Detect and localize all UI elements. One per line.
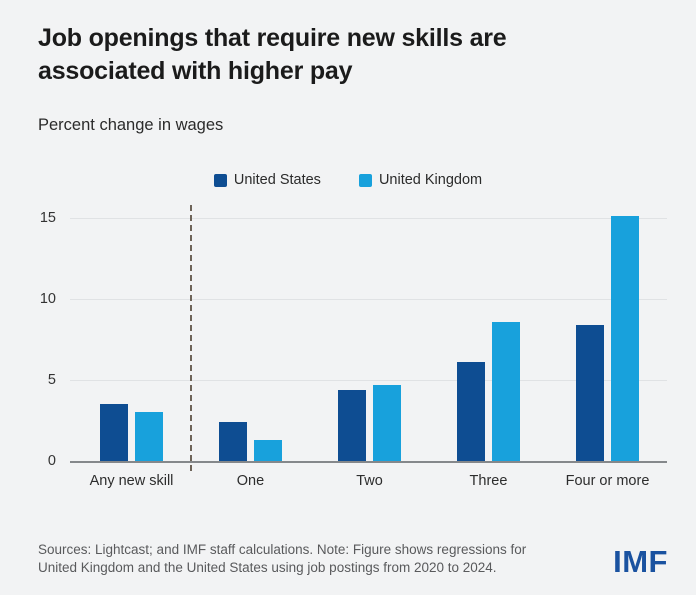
bar-united-kingdom-three [492, 321, 520, 461]
x-axis-line [70, 461, 667, 463]
legend-swatch-united-states [213, 173, 227, 187]
x-axis-label-any-new-skill: Any new skill [89, 473, 174, 489]
plot-area: 0 5 10 15 Any new skill One Two Three Four or mo… [0, 200, 696, 500]
x-axis-label-one: One [236, 473, 265, 489]
x-axis-label-two: Two [356, 473, 383, 489]
legend-label-united-kingdom: United Kingdom [378, 172, 483, 188]
y-axis-tick-15: 15 [39, 210, 56, 226]
x-axis-label-four-or-more: Four or more [565, 473, 650, 489]
bar-united-kingdom-two [373, 384, 401, 461]
gridline-5 [70, 380, 667, 381]
legend-label-united-states: United States [233, 172, 321, 188]
bar-united-kingdom-four-or-more [611, 216, 639, 461]
category-separator-dashed-line [190, 205, 192, 471]
bar-united-kingdom-any-new-skill [135, 412, 163, 461]
y-axis-tick-5: 5 [47, 372, 56, 388]
bar-united-states-one [219, 422, 247, 461]
legend: United States United Kingdom [0, 172, 696, 188]
gridline-15 [70, 218, 667, 219]
bar-united-states-any-new-skill [100, 404, 128, 461]
y-axis-tick-0: 0 [47, 453, 56, 469]
bar-united-kingdom-one [254, 439, 282, 461]
gridline-10 [70, 299, 667, 300]
bar-united-states-three [457, 362, 485, 461]
y-axis-tick-10: 10 [39, 291, 56, 307]
source-note-line2: United Kingdom and the United States usi… [38, 559, 497, 575]
bar-united-states-four-or-more [576, 324, 604, 461]
source-note: Sources: Lightcast; and IMF staff calcul… [38, 541, 538, 576]
chart-subtitle: Percent change in wages [38, 116, 224, 134]
legend-swatch-united-kingdom [358, 173, 372, 187]
x-axis-label-three: Three [469, 473, 508, 489]
chart-title: Job openings that require new skills are… [38, 24, 507, 85]
legend-item-united-states: United States [213, 172, 321, 188]
bar-united-states-two [338, 389, 366, 461]
imf-logo: IMF [613, 544, 668, 579]
source-note-line1: Sources: Lightcast; and IMF staff calcul… [38, 542, 527, 557]
legend-item-united-kingdom: United Kingdom [358, 172, 483, 188]
